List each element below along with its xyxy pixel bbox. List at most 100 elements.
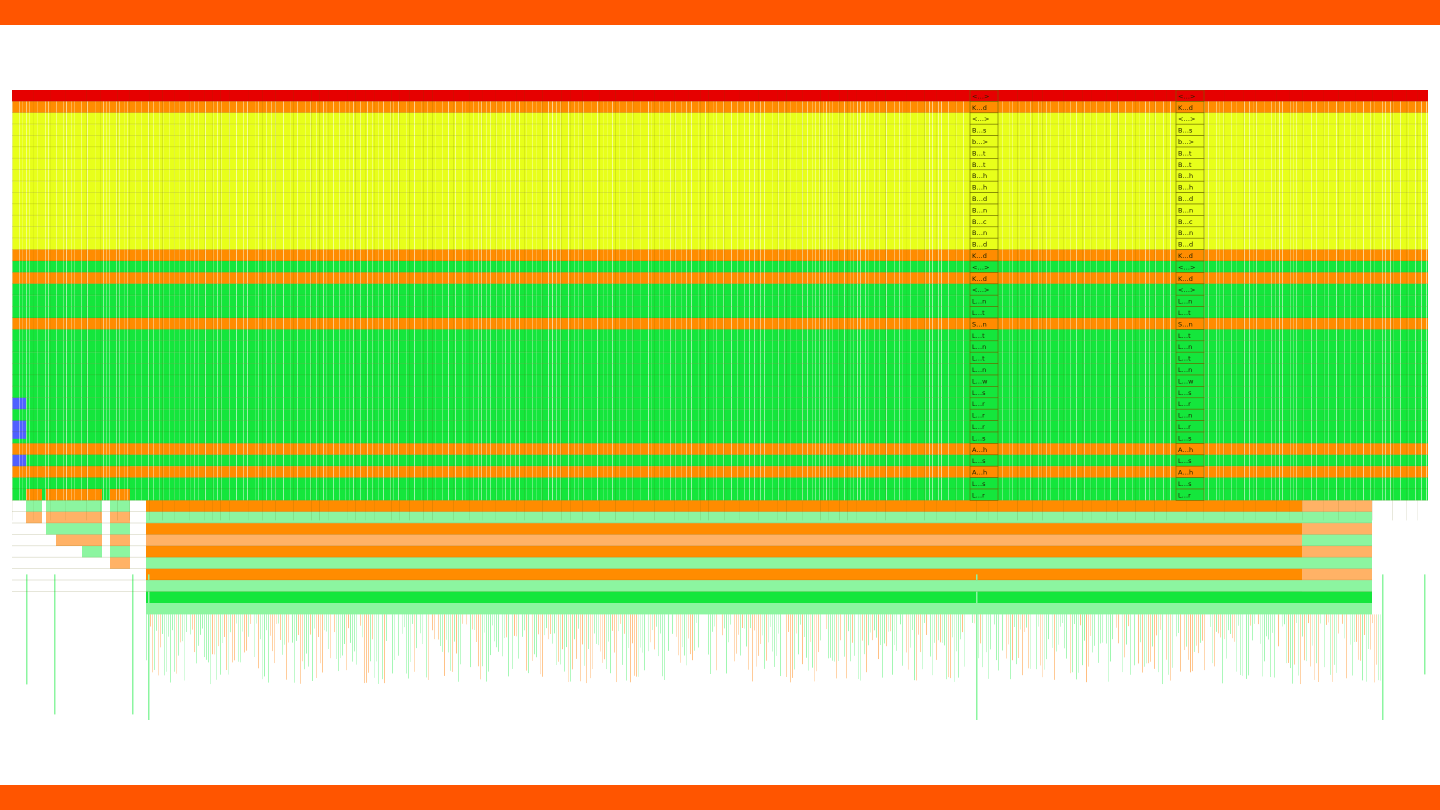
frame-gap bbox=[95, 101, 96, 501]
frame-fringe bbox=[780, 614, 781, 677]
frame-border bbox=[469, 90, 470, 521]
frame-gap bbox=[141, 101, 142, 501]
frame-fringe bbox=[770, 614, 771, 627]
frame-gap bbox=[784, 101, 785, 501]
frame-fringe bbox=[1102, 614, 1103, 643]
frame-row bbox=[12, 409, 1428, 421]
frame-fringe bbox=[482, 614, 483, 667]
frame-tail bbox=[82, 489, 102, 501]
frame-label: L…s bbox=[972, 434, 986, 442]
frame-fringe bbox=[1116, 614, 1117, 628]
frame-fringe bbox=[260, 614, 261, 640]
frame-fringe bbox=[726, 614, 727, 674]
frame-fringe bbox=[774, 614, 775, 667]
frame-fringe bbox=[442, 614, 443, 652]
frame-fringe bbox=[946, 614, 947, 680]
frame-label: B…h bbox=[972, 184, 987, 192]
frame-fringe bbox=[710, 614, 711, 675]
frame-fringe bbox=[246, 614, 247, 651]
frame-border bbox=[777, 90, 778, 521]
frame-border bbox=[229, 90, 230, 521]
frame-fringe bbox=[190, 614, 191, 635]
frame-gap bbox=[1244, 101, 1245, 501]
frame-fringe bbox=[266, 614, 267, 631]
frame-fringe bbox=[866, 614, 867, 673]
frame-fringe bbox=[638, 614, 639, 677]
frame-gap bbox=[886, 101, 887, 501]
frame-gap bbox=[1019, 101, 1020, 501]
frame-fringe bbox=[618, 614, 619, 632]
frame-fringe bbox=[1038, 614, 1039, 627]
frame-fringe bbox=[612, 614, 613, 631]
top-banner bbox=[0, 0, 1440, 25]
frame-label: B…h bbox=[1178, 172, 1193, 180]
frame-fringe bbox=[960, 614, 961, 640]
frame-fringe bbox=[1366, 614, 1367, 682]
frame-fringe bbox=[294, 614, 295, 683]
frame-fringe bbox=[1058, 614, 1059, 645]
frame-fringe bbox=[1294, 614, 1295, 665]
frame-label: B…t bbox=[1178, 149, 1192, 157]
frame-fringe bbox=[548, 614, 549, 640]
frame-gap bbox=[271, 101, 272, 501]
frame-fringe bbox=[854, 614, 855, 656]
frame-fringe bbox=[818, 614, 819, 653]
frame-border bbox=[906, 90, 907, 521]
frame-border bbox=[561, 90, 562, 521]
frame-fringe bbox=[752, 614, 753, 682]
frame-label: B…d bbox=[972, 195, 987, 203]
frame-fringe bbox=[1236, 614, 1237, 672]
frame-fringe bbox=[744, 614, 745, 629]
frame-fringe bbox=[990, 614, 991, 650]
frame-row bbox=[12, 112, 1428, 125]
frame-tail bbox=[56, 534, 82, 546]
frame-fringe bbox=[404, 614, 405, 628]
frame-gap bbox=[1421, 101, 1422, 501]
frame-row bbox=[12, 272, 1428, 284]
frame-gap bbox=[607, 101, 608, 501]
frame-label: B…n bbox=[972, 229, 987, 237]
frame-tail bbox=[1302, 580, 1372, 592]
frame-gap bbox=[860, 101, 861, 501]
frame-fringe bbox=[1024, 614, 1025, 632]
frame-fringe bbox=[1180, 614, 1181, 672]
frame-fringe bbox=[1334, 614, 1335, 665]
frame-fringe bbox=[916, 614, 917, 681]
frame-gap bbox=[505, 101, 506, 501]
frame-fringe bbox=[1368, 614, 1369, 650]
frame-border bbox=[365, 90, 366, 521]
frame-row bbox=[12, 135, 1428, 147]
frame-fringe bbox=[1266, 614, 1267, 637]
frame-border bbox=[1372, 90, 1373, 521]
frame-fringe bbox=[850, 614, 851, 662]
frame-fringe bbox=[1330, 614, 1331, 675]
frame-fringe bbox=[626, 614, 627, 681]
frame-fringe bbox=[1262, 614, 1263, 677]
frame-fringe bbox=[244, 614, 245, 653]
frame-fringe bbox=[762, 614, 763, 636]
frame-fringe bbox=[764, 614, 765, 669]
frame-gap bbox=[71, 101, 72, 501]
frame-fringe bbox=[590, 614, 591, 679]
frame-gap bbox=[1009, 101, 1010, 501]
frame-border bbox=[1323, 90, 1324, 521]
frame-fringe bbox=[1018, 614, 1019, 658]
frame-fringe bbox=[1346, 614, 1347, 679]
frame-gap bbox=[670, 101, 671, 501]
frame-border bbox=[1082, 90, 1083, 521]
frame-fringe bbox=[364, 614, 365, 684]
bottom-banner bbox=[0, 785, 1440, 810]
frame-gap bbox=[275, 101, 276, 501]
frame-fringe bbox=[852, 614, 853, 643]
frame-fringe bbox=[1292, 614, 1293, 684]
frame-gap bbox=[496, 101, 497, 501]
frame-row bbox=[12, 226, 1428, 239]
frame-gap bbox=[243, 101, 244, 501]
frame-gap bbox=[874, 101, 875, 501]
frame-gap bbox=[266, 101, 267, 501]
frame-fringe bbox=[406, 614, 407, 674]
frame-fringe bbox=[356, 614, 357, 665]
frame-label: L…s bbox=[1178, 389, 1192, 397]
frame-fringe bbox=[276, 614, 277, 624]
frame-fringe bbox=[1272, 614, 1273, 633]
